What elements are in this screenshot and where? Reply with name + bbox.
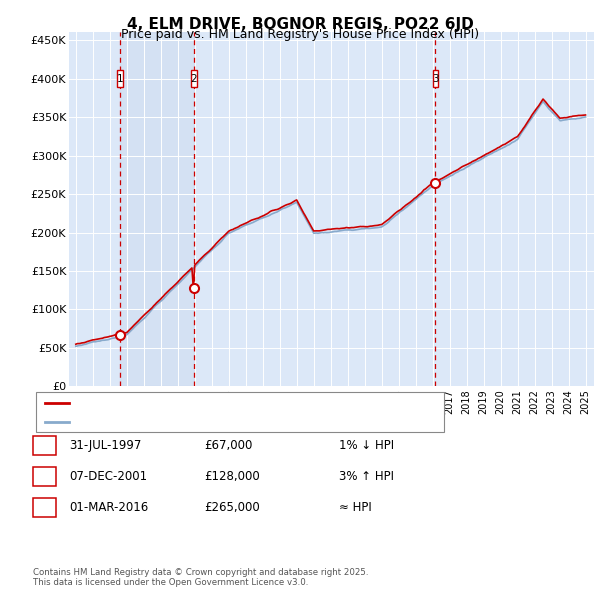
- Text: £265,000: £265,000: [204, 501, 260, 514]
- Text: 3% ↑ HPI: 3% ↑ HPI: [339, 470, 394, 483]
- Bar: [119, 32, 194, 386]
- Text: Contains HM Land Registry data © Crown copyright and database right 2025.
This d: Contains HM Land Registry data © Crown c…: [33, 568, 368, 587]
- Text: £128,000: £128,000: [204, 470, 260, 483]
- Text: Price paid vs. HM Land Registry's House Price Index (HPI): Price paid vs. HM Land Registry's House …: [121, 28, 479, 41]
- Text: £67,000: £67,000: [204, 439, 253, 452]
- Text: 07-DEC-2001: 07-DEC-2001: [69, 470, 147, 483]
- Text: HPI: Average price, semi-detached house, Arun: HPI: Average price, semi-detached house,…: [75, 417, 322, 427]
- Text: 31-JUL-1997: 31-JUL-1997: [69, 439, 142, 452]
- Text: 1: 1: [116, 74, 123, 84]
- FancyBboxPatch shape: [116, 70, 122, 87]
- Text: 3: 3: [41, 501, 48, 514]
- FancyBboxPatch shape: [191, 70, 197, 87]
- Text: 01-MAR-2016: 01-MAR-2016: [69, 501, 148, 514]
- Text: 3: 3: [432, 74, 439, 84]
- Text: 2: 2: [41, 470, 48, 483]
- FancyBboxPatch shape: [433, 70, 439, 87]
- Text: 1% ↓ HPI: 1% ↓ HPI: [339, 439, 394, 452]
- Text: 1: 1: [41, 439, 48, 452]
- Text: 2: 2: [190, 74, 197, 84]
- Text: ≈ HPI: ≈ HPI: [339, 501, 372, 514]
- Text: 4, ELM DRIVE, BOGNOR REGIS, PO22 6JD (semi-detached house): 4, ELM DRIVE, BOGNOR REGIS, PO22 6JD (se…: [75, 398, 411, 408]
- Text: 4, ELM DRIVE, BOGNOR REGIS, PO22 6JD: 4, ELM DRIVE, BOGNOR REGIS, PO22 6JD: [127, 17, 473, 31]
